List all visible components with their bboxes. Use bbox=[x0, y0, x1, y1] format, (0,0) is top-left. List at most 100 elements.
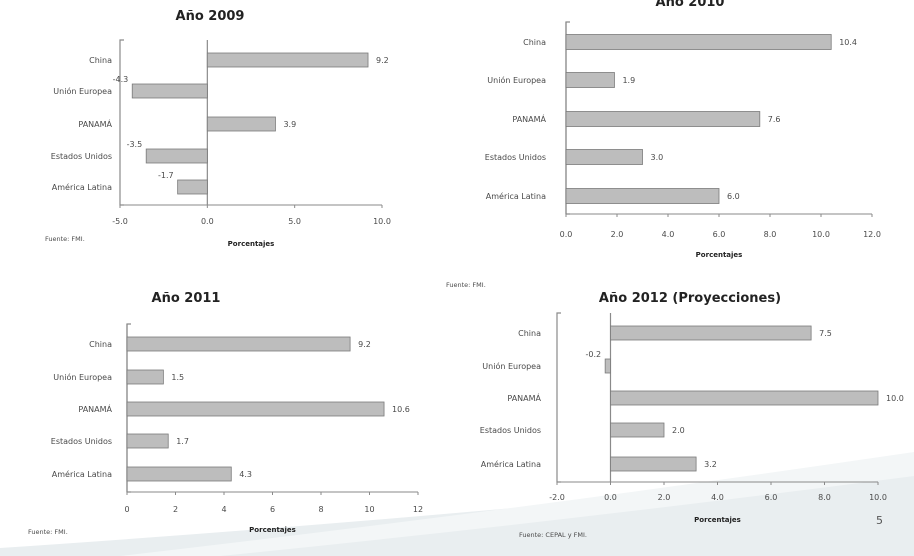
chart-2-tick-label: 2.0 bbox=[611, 230, 624, 239]
chart-3-bar bbox=[126, 466, 232, 482]
chart-2-value-label: 10.4 bbox=[839, 38, 857, 47]
chart-3-bar bbox=[126, 401, 385, 417]
chart-2-tick-label: 12.0 bbox=[863, 230, 881, 239]
chart-4-value-label: -0.2 bbox=[586, 350, 602, 359]
chart-1-value-label: 3.9 bbox=[283, 120, 296, 129]
chart-3-category-label: Unión Europea bbox=[53, 372, 112, 382]
chart-2-category-label: Estados Unidos bbox=[485, 153, 546, 162]
chart-4-category-label: PANAMÁ bbox=[507, 392, 541, 403]
chart-2-bar bbox=[565, 111, 761, 127]
chart-1-tick-label: 0.0 bbox=[201, 217, 214, 226]
chart-3-tick-label: 4 bbox=[221, 505, 226, 514]
chart-3-bar bbox=[126, 336, 351, 352]
chart-4-category-label: Estados Unidos bbox=[480, 426, 541, 435]
chart-4-tick-label: 4.0 bbox=[711, 493, 724, 502]
chart-1-tick-label: -5.0 bbox=[112, 217, 128, 226]
chart-1-source-note: Fuente: FMI. bbox=[45, 235, 85, 243]
chart-4-tick-label: -2.0 bbox=[549, 493, 565, 502]
chart-3-tick-label: 2 bbox=[173, 505, 178, 514]
chart-1-value-label: 9.2 bbox=[376, 56, 389, 65]
chart-3-bar bbox=[126, 369, 164, 385]
chart-4-source-note: Fuente: CEPAL y FMI. bbox=[519, 531, 587, 539]
chart-4-bar bbox=[604, 358, 611, 374]
chart-2-bar bbox=[565, 149, 643, 165]
chart-2-category-label: América Latina bbox=[486, 191, 546, 201]
chart-1-bar bbox=[206, 52, 369, 68]
chart-3-category-label: PANAMÁ bbox=[78, 403, 112, 414]
chart-3-source-note: Fuente: FMI. bbox=[28, 528, 68, 536]
chart-4-tick-label: 8.0 bbox=[818, 493, 831, 502]
chart-1-value-label: -1.7 bbox=[158, 171, 174, 180]
chart-1-bar bbox=[131, 83, 208, 99]
chart-2-x-axis-label: Porcentajes bbox=[696, 251, 743, 259]
chart-1-category-bracket bbox=[119, 39, 124, 206]
chart-2-bar bbox=[565, 34, 832, 50]
chart-1-value-label: -4.3 bbox=[113, 75, 129, 84]
chart-2-tick-label: 8.0 bbox=[764, 230, 777, 239]
chart-4-tick-label: 10.0 bbox=[869, 493, 887, 502]
chart-2-title: Año 2010 bbox=[656, 0, 725, 10]
chart-3-category-label: Estados Unidos bbox=[51, 437, 112, 446]
chart-3-value-label: 10.6 bbox=[392, 405, 410, 414]
page-number: 5 bbox=[876, 514, 883, 527]
chart-4-title: Año 2012 (Proyecciones) bbox=[599, 291, 781, 306]
chart-4-value-label: 3.2 bbox=[704, 460, 717, 469]
chart-3-tick-label: 6 bbox=[270, 505, 275, 514]
chart-3-category-label: América Latina bbox=[52, 469, 112, 479]
chart-1-category-label: América Latina bbox=[52, 182, 112, 192]
chart-3-tick-label: 0 bbox=[124, 505, 129, 514]
chart-1-bar bbox=[145, 148, 208, 164]
chart-4-category-bracket bbox=[556, 312, 561, 483]
chart-1-title: Año 2009 bbox=[176, 9, 245, 24]
chart-2-value-label: 1.9 bbox=[622, 76, 635, 85]
chart-4-bar bbox=[610, 390, 879, 406]
chart-3-value-label: 1.5 bbox=[171, 373, 184, 382]
chart-4-value-label: 2.0 bbox=[672, 426, 685, 435]
chart-3-value-label: 1.7 bbox=[176, 437, 189, 446]
chart-4-category-label: China bbox=[518, 329, 541, 338]
chart-1-tick-label: 5.0 bbox=[288, 217, 301, 226]
chart-1-x-axis-label: Porcentajes bbox=[228, 240, 275, 248]
chart-3-category-label: China bbox=[89, 340, 112, 349]
chart-1-bar bbox=[206, 116, 276, 132]
chart-4-tick-label: 2.0 bbox=[658, 493, 671, 502]
chart-2-category-label: PANAMÁ bbox=[512, 113, 546, 124]
chart-1-category-label: Estados Unidos bbox=[51, 152, 112, 161]
chart-4-x-axis-label: Porcentajes bbox=[694, 516, 741, 524]
chart-4-tick-label: 0.0 bbox=[604, 493, 617, 502]
chart-4-value-label: 7.5 bbox=[819, 329, 832, 338]
chart-3-tick-label: 10 bbox=[364, 505, 374, 514]
chart-3-tick-label: 12 bbox=[413, 505, 423, 514]
chart-2-tick-label: 0.0 bbox=[560, 230, 573, 239]
chart-4-bar bbox=[610, 456, 697, 472]
chart-3-title: Año 2011 bbox=[152, 291, 221, 306]
chart-1-value-label: -3.5 bbox=[127, 140, 143, 149]
chart-3-x-axis-label: Porcentajes bbox=[249, 526, 296, 534]
chart-2-tick-label: 10.0 bbox=[812, 230, 830, 239]
chart-2-bar bbox=[565, 188, 720, 204]
chart-4-bar bbox=[610, 325, 812, 341]
chart-1-tick-label: 10.0 bbox=[373, 217, 391, 226]
chart-3-bar bbox=[126, 433, 169, 449]
chart-1-category-label: Unión Europea bbox=[53, 86, 112, 96]
chart-4-category-label: Unión Europea bbox=[482, 361, 541, 371]
chart-3-value-label: 4.3 bbox=[239, 470, 252, 479]
chart-2-category-label: Unión Europea bbox=[487, 75, 546, 85]
chart-4-category-label: América Latina bbox=[481, 459, 541, 469]
chart-4-value-label: 10.0 bbox=[886, 394, 904, 403]
chart-4-tick-label: 6.0 bbox=[765, 493, 778, 502]
chart-2-source-note: Fuente: FMI. bbox=[446, 281, 486, 289]
chart-2-bar bbox=[565, 72, 615, 88]
chart-1-category-label: China bbox=[89, 56, 112, 65]
chart-1-bar bbox=[177, 179, 208, 195]
chart-2-category-label: China bbox=[523, 38, 546, 47]
chart-2-value-label: 6.0 bbox=[727, 192, 740, 201]
chart-3-tick-label: 8 bbox=[318, 505, 323, 514]
chart-2-value-label: 7.6 bbox=[768, 115, 781, 124]
chart-2-tick-label: 4.0 bbox=[662, 230, 675, 239]
chart-2-tick-label: 6.0 bbox=[713, 230, 726, 239]
chart-1-category-label: PANAMÁ bbox=[78, 118, 112, 129]
